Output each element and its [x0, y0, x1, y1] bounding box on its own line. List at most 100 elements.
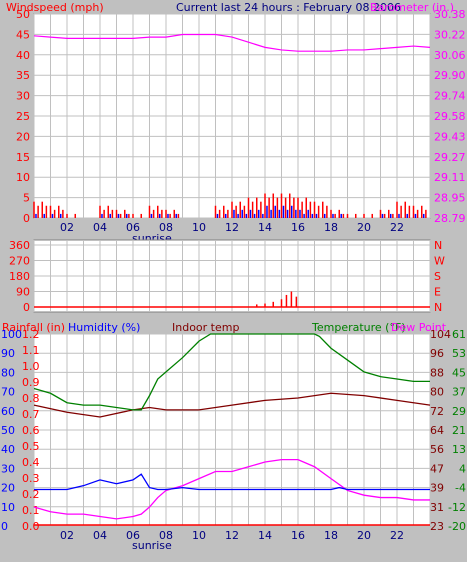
humidity-tick-label: 60	[1, 405, 15, 418]
barometer-tick-label: 28.79	[434, 212, 466, 225]
hour-tick-label: 10	[192, 221, 206, 234]
hour-tick-label: 22	[390, 221, 404, 234]
direction-tick-label: 0	[23, 301, 30, 314]
wind-tick-label: 0	[23, 212, 30, 225]
indoor-tick-label: 56	[430, 443, 444, 456]
compass-tick-label: S	[434, 270, 441, 283]
rainfall-tick-label: 0.0	[22, 520, 40, 533]
humidity-tick-label: 0	[1, 520, 8, 533]
humidity-tick-label: 10	[1, 501, 15, 514]
temp-tick-label: 45	[452, 366, 466, 379]
barometer-tick-label: 29.43	[434, 130, 466, 143]
rainfall-label: Rainfall (in)	[2, 321, 65, 334]
temp-tick-label: -4	[455, 482, 466, 495]
indoor-tick-label: 47	[430, 462, 444, 475]
temp-tick-label: 37	[452, 386, 466, 399]
dewpoint-line	[33, 458, 430, 520]
chart-title: Current last 24 hours : February 08 2006	[176, 1, 401, 14]
wind-tick-label: 30	[16, 90, 30, 103]
rainfall-tick-label: 0.5	[22, 440, 40, 453]
wind-tick-label: 40	[16, 49, 30, 62]
wind-tick-label: 10	[16, 171, 30, 184]
hour-tick-label: 20	[357, 529, 371, 542]
windspeed-label: Windspeed (mph)	[6, 1, 104, 14]
wind-tick-label: 15	[16, 151, 30, 164]
humidity-tick-label: 100	[1, 328, 22, 341]
hour-tick-label: 14	[258, 221, 272, 234]
rainfall-tick-label: 0.9	[22, 376, 40, 389]
rainfall-tick-label: 0.6	[22, 424, 40, 437]
compass-tick-label: E	[434, 286, 441, 299]
hour-tick-label: 02	[60, 529, 74, 542]
temp-tick-label: 53	[452, 347, 466, 360]
indoor-tick-label: 88	[430, 366, 444, 379]
temperature-label: Temperature (°F)	[311, 321, 406, 334]
humidity-tick-label: 40	[1, 443, 15, 456]
hour-tick-label: 18	[324, 529, 338, 542]
indoor-tick-label: 39	[430, 482, 444, 495]
humidity-tick-label: 30	[1, 462, 15, 475]
rainfall-tick-label: 1.2	[22, 328, 40, 341]
temp-tick-label: 13	[452, 443, 466, 456]
hour-tick-label: 14	[258, 529, 272, 542]
indoor-temp-line	[33, 392, 431, 418]
hour-tick-label: 10	[192, 529, 206, 542]
rainfall-tick-label: 1.1	[22, 344, 40, 357]
indoor-tick-label: 72	[430, 405, 444, 418]
barometer-tick-label: 30.06	[434, 49, 466, 62]
barometer-tick-label: 30.22	[434, 28, 466, 41]
hour-tick-label: 02	[60, 221, 74, 234]
hour-tick-label: 04	[93, 529, 107, 542]
hour-tick-label: 20	[357, 221, 371, 234]
direction-tick-label: 360	[9, 239, 30, 252]
hour-tick-label: 08	[159, 221, 173, 234]
temp-tick-label: -20	[448, 520, 466, 533]
wind-tick-label: 45	[16, 28, 30, 41]
hour-tick-label: 12	[225, 529, 239, 542]
temp-tick-label: 29	[452, 405, 466, 418]
humidity-tick-label: 70	[1, 386, 15, 399]
temp-tick-label: 21	[452, 424, 466, 437]
humidity-line	[34, 473, 430, 491]
hour-tick-label: 06	[126, 221, 140, 234]
dewpoint-label: Dew Point	[391, 321, 447, 334]
indoor-tick-label: 104	[430, 328, 451, 341]
humidity-tick-label: 80	[1, 366, 15, 379]
hour-tick-label: 06	[126, 529, 140, 542]
rainfall-tick-label: 0.1	[22, 504, 40, 517]
compass-tick-label: N	[434, 301, 442, 314]
temperature-line	[33, 333, 430, 411]
rainfall-tick-label: 0.2	[22, 488, 40, 501]
humidity-tick-label: 50	[1, 424, 15, 437]
hour-tick-label: 16	[291, 529, 305, 542]
indoor-tick-label: 96	[430, 347, 444, 360]
rainfall-tick-label: 1.0	[22, 360, 40, 373]
rainfall-tick-label: 0.8	[22, 392, 40, 405]
barometer-tick-label: 29.58	[434, 110, 466, 123]
hour-tick-label: 08	[159, 529, 173, 542]
wind-tick-label: 5	[23, 192, 30, 205]
barometer-tick-label: 29.11	[434, 171, 466, 184]
compass-tick-label: W	[434, 255, 445, 268]
indoor-tick-label: 64	[430, 424, 444, 437]
humidity-label: Humidity (%)	[68, 321, 140, 334]
wind-tick-label: 25	[16, 110, 30, 123]
barometer-tick-label: 30.38	[434, 8, 466, 21]
barometer-tick-label: 29.90	[434, 69, 466, 82]
temp-tick-label: -12	[448, 501, 466, 514]
barometer-tick-label: 29.74	[434, 90, 466, 103]
sunrise-label-bottom: sunrise	[132, 539, 172, 552]
hour-tick-label: 04	[93, 221, 107, 234]
barometer-label: Barometer (in.)	[370, 1, 454, 14]
hour-tick-label: 16	[291, 221, 305, 234]
rainfall-tick-label: 0.3	[22, 472, 40, 485]
indoor-temp-label: Indoor temp	[172, 321, 239, 334]
humidity-tick-label: 20	[1, 482, 15, 495]
wind-tick-label: 20	[16, 130, 30, 143]
temp-tick-label: 61	[452, 328, 466, 341]
indoor-tick-label: 31	[430, 501, 444, 514]
wind-tick-label: 50	[16, 8, 30, 21]
direction-tick-label: 270	[9, 255, 30, 268]
